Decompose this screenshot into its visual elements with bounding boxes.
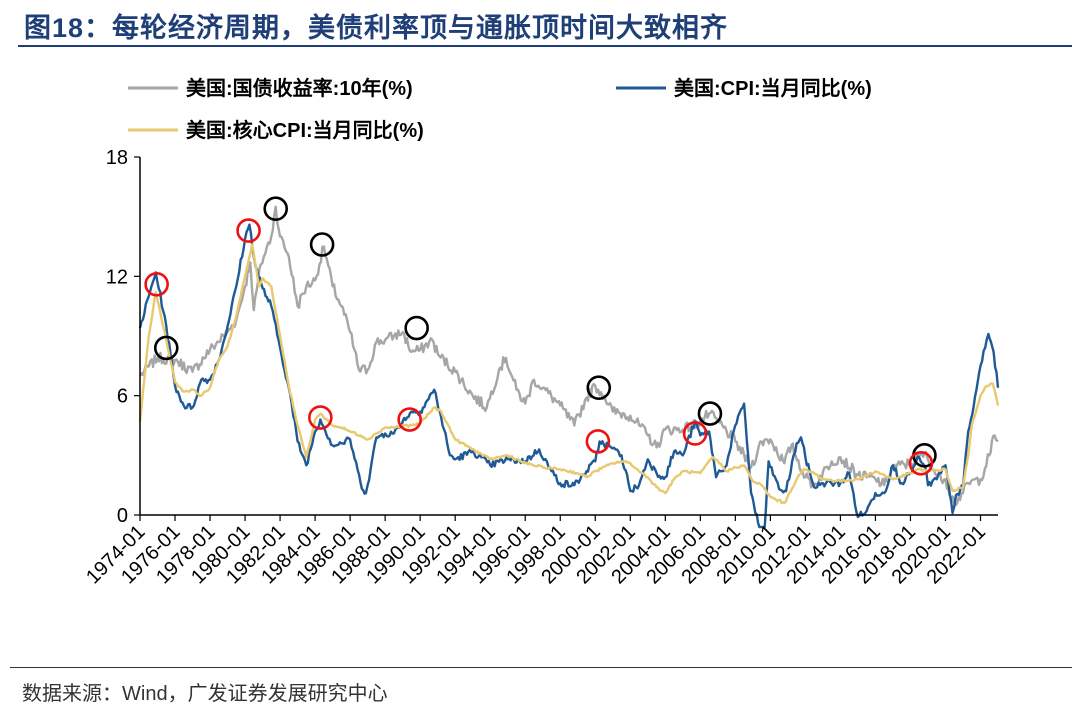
legend-label-yield: 美国:国债收益率:10年(%) xyxy=(186,76,413,100)
y-tick-label-3: 18 xyxy=(106,147,128,169)
y-tick-label-1: 6 xyxy=(117,386,128,408)
inflation-peak-circle-7 xyxy=(144,271,169,297)
series-line-2 xyxy=(138,243,1000,505)
yield-peak-circle-5 xyxy=(697,401,723,426)
inflation-peak-circle-10 xyxy=(397,407,422,432)
yield-peak-circle-4 xyxy=(586,375,612,401)
series-layer xyxy=(138,205,1000,529)
series-line-0 xyxy=(138,205,999,507)
legend-label-cpi: 美国:CPI:当月同比(%) xyxy=(674,76,872,100)
legend: 美国:国债收益率:10年(%) 美国:CPI:当月同比(%) 美国:核心CPI:… xyxy=(128,76,872,142)
source-note: 数据来源：Wind，广发证券发展研究中心 xyxy=(22,683,388,705)
annotation-layer xyxy=(144,196,937,476)
yield-peak-circle-2 xyxy=(309,232,335,257)
inflation-peak-circle-8 xyxy=(236,218,261,243)
y-tick-label-0: 0 xyxy=(117,505,128,527)
y-tick-label-2: 12 xyxy=(106,266,128,288)
axis-layer: 0612181974-011976-011978-011980-011982-0… xyxy=(82,147,998,588)
inflation-peak-circle-12 xyxy=(682,421,708,446)
yield-peak-circle-3 xyxy=(404,315,429,341)
footer-divider xyxy=(10,667,1072,668)
inflation-peak-circle-13 xyxy=(908,450,934,476)
yield-peak-circle-1 xyxy=(263,196,289,222)
inflation-peak-circle-9 xyxy=(308,405,333,430)
legend-label-core-cpi: 美国:核心CPI:当月同比(%) xyxy=(186,118,424,142)
figure-title: 图18：每轮经济周期，美债利率顶与通胀顶时间大致相齐 xyxy=(24,13,729,43)
title-divider xyxy=(18,45,1072,47)
yield-peak-circle-0 xyxy=(153,335,179,361)
series-line-1 xyxy=(138,223,1000,529)
inflation-peak-circle-11 xyxy=(585,429,611,454)
yield-inflation-line-chart: 美国:国债收益率:10年(%) 美国:CPI:当月同比(%) 美国:核心CPI:… xyxy=(82,76,1000,588)
